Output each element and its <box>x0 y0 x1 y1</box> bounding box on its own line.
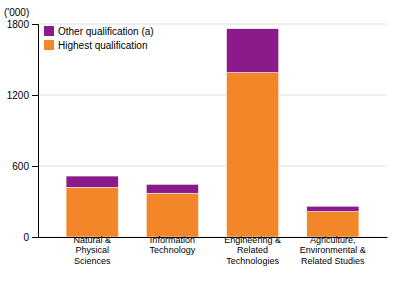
grid-line <box>38 24 387 25</box>
bar <box>66 187 118 237</box>
y-tick: 1800 <box>7 19 38 30</box>
bar <box>307 212 359 237</box>
x-tick-label: Agriculture,Environmental &Related Studi… <box>300 235 366 266</box>
y-tick-label: 600 <box>12 161 29 172</box>
legend-item: Other qualification (a) <box>44 26 154 37</box>
legend: Other qualification (a) Highest qualifica… <box>44 26 154 51</box>
y-tick: 600 <box>12 161 38 172</box>
y-tick-mark <box>32 24 38 25</box>
legend-swatch <box>44 26 54 36</box>
x-tick-label: Engineering &RelatedTechnologies <box>224 235 281 266</box>
x-tick-label: Natural &PhysicalSciences <box>73 235 111 266</box>
bar <box>227 73 279 237</box>
y-tick-label: 1800 <box>7 19 30 30</box>
y-tick-label: 0 <box>23 232 29 243</box>
y-tick: 1200 <box>7 90 38 101</box>
x-tick: Natural &PhysicalSciences <box>73 235 111 266</box>
grid-line <box>38 95 387 96</box>
bars <box>66 29 359 237</box>
y-tick-mark <box>32 95 38 96</box>
legend-item: Highest qualification <box>44 40 148 51</box>
bar <box>307 206 359 211</box>
y-axis-label: ('000) <box>4 7 29 18</box>
chart: 0 600 1200 1800 Natural &PhysicalSciences Inf… <box>0 0 397 283</box>
plot: 0 600 1200 1800 Natural &PhysicalSciences Inf… <box>7 19 388 266</box>
legend-label: Highest qualification <box>58 40 148 51</box>
legend-swatch <box>44 40 54 50</box>
bar <box>227 29 279 73</box>
bar <box>146 193 198 237</box>
legend-label: Other qualification (a) <box>58 26 154 37</box>
y-tick: 0 <box>23 232 38 243</box>
x-tick: Agriculture,Environmental &Related Studi… <box>300 235 366 266</box>
grid-line <box>38 166 387 167</box>
series <box>66 29 359 212</box>
y-axis-line <box>32 25 39 238</box>
x-tick: InformationTechnology <box>150 235 196 255</box>
grid <box>38 24 387 237</box>
y-tick-label: 1200 <box>7 90 30 101</box>
y-tick-mark <box>32 237 38 238</box>
x-tick-label: InformationTechnology <box>150 235 196 255</box>
y-axis: 0 600 1200 1800 <box>7 19 39 243</box>
y-tick-mark <box>32 166 38 167</box>
x-tick: Engineering &RelatedTechnologies <box>224 235 281 266</box>
bar <box>146 184 198 193</box>
series <box>66 73 359 237</box>
bar <box>66 176 118 187</box>
x-axis: Natural &PhysicalSciences InformationTech… <box>39 235 388 266</box>
